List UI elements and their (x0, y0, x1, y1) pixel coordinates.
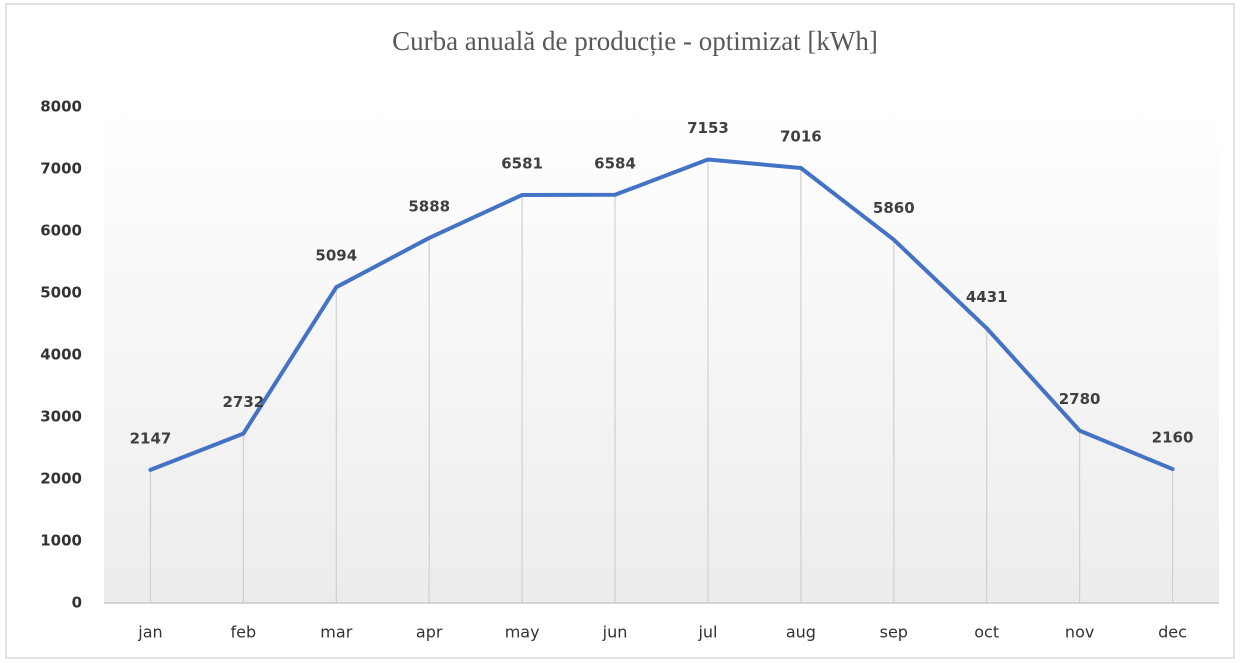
data-label: 2732 (223, 393, 265, 411)
data-label: 5888 (408, 197, 450, 215)
x-tick-label: sep (880, 623, 908, 642)
y-tick-label: 5000 (40, 284, 82, 302)
x-tick-label: dec (1158, 623, 1187, 642)
x-tick-label: apr (416, 623, 443, 642)
data-label: 2780 (1059, 390, 1101, 408)
x-tick-label: jan (137, 623, 162, 642)
data-label: 7016 (780, 128, 822, 146)
chart-title: Curba anuală de producție - optimizat [k… (392, 26, 878, 56)
series-line (148, 157, 1175, 472)
x-tick-label: may (505, 623, 540, 642)
y-tick-label: 2000 (40, 470, 82, 488)
x-tick-label: jun (602, 623, 628, 642)
data-label: 2147 (130, 429, 172, 447)
plot-area (104, 107, 1219, 603)
y-tick-label: 3000 (40, 408, 82, 426)
x-tick-label: jul (697, 623, 717, 642)
data-label: 6584 (594, 154, 636, 172)
x-tick-label: aug (786, 623, 816, 642)
y-tick-label: 4000 (40, 346, 82, 364)
data-label: 5094 (315, 247, 357, 265)
data-label: 6581 (501, 154, 543, 172)
y-tick-label: 0 (72, 594, 82, 612)
y-tick-label: 7000 (40, 160, 82, 178)
data-label: 7153 (687, 119, 729, 137)
data-label: 4431 (966, 288, 1008, 306)
x-tick-label: oct (974, 623, 999, 642)
y-tick-label: 6000 (40, 222, 82, 240)
y-tick-label: 8000 (40, 98, 82, 116)
data-label: 2160 (1152, 429, 1194, 447)
x-tick-label: feb (231, 623, 257, 642)
y-tick-label: 1000 (40, 532, 82, 550)
x-tick-label: mar (320, 623, 352, 642)
x-tick-label: nov (1065, 623, 1094, 642)
data-label: 5860 (873, 199, 915, 217)
